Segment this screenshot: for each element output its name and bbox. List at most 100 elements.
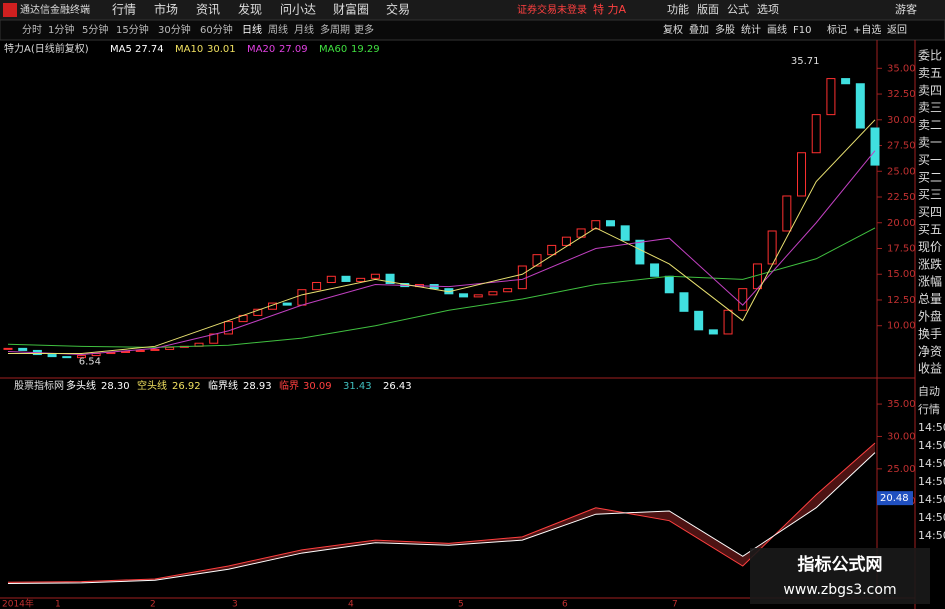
sidebar-label[interactable]: 买二	[918, 170, 942, 184]
y-tick-label: 17.50	[887, 243, 916, 254]
menu-item[interactable]: 功能	[667, 2, 689, 16]
candle	[664, 275, 674, 294]
menu-item[interactable]: 财富圈	[333, 2, 369, 17]
sidebar-label[interactable]: 涨幅	[918, 274, 942, 289]
y-tick-label: 30.00	[887, 431, 916, 442]
ma-value: 19.29	[351, 44, 380, 55]
period-tab[interactable]: 60分钟	[200, 23, 233, 36]
ma-value: 27.74	[135, 44, 164, 55]
candle	[679, 292, 689, 312]
tool-button[interactable]: 画线	[767, 23, 787, 36]
short-line	[7, 452, 876, 585]
tool-button[interactable]: 叠加	[689, 24, 709, 36]
tool-button[interactable]: 标记	[827, 24, 847, 36]
candle	[326, 275, 336, 283]
period-tab[interactable]: 日线	[242, 23, 262, 36]
candle	[723, 309, 733, 335]
sidebar-label[interactable]: 卖一	[918, 136, 942, 150]
period-tab[interactable]: 5分钟	[82, 23, 108, 36]
candle	[223, 321, 233, 335]
sidebar-label[interactable]: 卖四	[918, 83, 942, 97]
tool-button[interactable]: +自选	[853, 23, 881, 36]
indicator-name: 空头线	[137, 379, 167, 392]
sidebar-label[interactable]: 买一	[918, 153, 942, 167]
sidebar-label[interactable]: 换手	[918, 327, 942, 341]
candle	[76, 355, 86, 359]
candle	[532, 254, 542, 267]
y-tick-label: 20.00	[887, 218, 916, 229]
y-tick-label: 35.00	[887, 63, 916, 74]
candle	[782, 195, 792, 232]
menu-item[interactable]: 资讯	[196, 3, 220, 17]
candle	[47, 354, 57, 358]
logo-icon	[3, 3, 17, 17]
sidebar-label[interactable]: 外盘	[918, 309, 942, 324]
sidebar-label[interactable]: 买五	[918, 223, 942, 237]
menu-item[interactable]: 公式	[727, 3, 749, 16]
sidebar-label[interactable]: 总量	[918, 292, 942, 306]
candle	[3, 347, 13, 350]
sidebar-label[interactable]: 买三	[918, 188, 942, 202]
title-bar	[0, 0, 945, 20]
candle	[620, 225, 630, 241]
menu-item[interactable]: 选项	[757, 3, 779, 16]
sidebar-label[interactable]: 净资	[918, 344, 942, 358]
menu-item[interactable]: 问小达	[280, 3, 316, 17]
y-tick-label: 32.50	[887, 89, 916, 100]
sidebar-lower-label: 14:50	[918, 457, 945, 470]
date-label: 2	[150, 600, 156, 609]
sidebar-label[interactable]: 卖三	[918, 101, 942, 115]
sidebar-label[interactable]: 涨跌	[918, 256, 942, 271]
tool-button[interactable]: 统计	[741, 23, 761, 36]
period-tab[interactable]: 更多	[354, 23, 374, 36]
indicator-value: 26.43	[383, 381, 412, 392]
sidebar-lower-label: 14:50	[918, 511, 945, 524]
period-tab[interactable]: 1分钟	[48, 23, 74, 36]
ma-line	[7, 227, 876, 348]
candle	[341, 275, 351, 282]
sidebar-lower-label: 14:50	[918, 529, 945, 542]
menu-item[interactable]: 版面	[697, 2, 719, 16]
tool-button[interactable]: 返回	[887, 24, 907, 36]
candle	[605, 220, 615, 227]
candle	[708, 329, 718, 335]
candle	[135, 349, 145, 352]
sidebar-lower-label: 14:50	[918, 475, 945, 488]
candle	[561, 236, 571, 246]
period-tab[interactable]: 分时	[22, 24, 42, 36]
menu-item[interactable]: 游客	[895, 2, 917, 16]
sidebar-lower-label: 行情	[918, 403, 940, 416]
candle	[547, 244, 557, 256]
ma-name: MA5	[110, 44, 132, 55]
indicator-value: 26.92	[172, 381, 201, 392]
menu-item[interactable]: 行情	[112, 3, 136, 17]
tool-button[interactable]: 多股	[715, 23, 735, 36]
candle	[385, 273, 395, 285]
candle	[635, 239, 645, 265]
candle	[503, 288, 513, 293]
menu-item[interactable]: 市场	[154, 2, 178, 17]
current-value: 20.48	[880, 493, 909, 504]
tool-button[interactable]: F10	[793, 25, 811, 36]
period-tab[interactable]: 多周期	[320, 23, 350, 36]
tool-button[interactable]: 复权	[663, 23, 683, 36]
period-tab[interactable]: 周线	[268, 23, 288, 36]
period-tab[interactable]: 月线	[294, 23, 314, 36]
menu-item[interactable]: 发现	[238, 2, 262, 17]
sidebar-label[interactable]: 卖五	[918, 66, 942, 80]
indicator-name: 临界	[279, 379, 299, 392]
sidebar-label[interactable]: 卖二	[918, 118, 942, 132]
y-tick-label: 25.00	[887, 464, 916, 475]
period-tab[interactable]: 30分钟	[158, 23, 191, 36]
sidebar-label[interactable]: 委比	[918, 49, 942, 63]
sidebar-label[interactable]: 买四	[918, 205, 942, 219]
sidebar-lower-label: 14:50	[918, 439, 945, 452]
sidebar-label[interactable]: 现价	[918, 240, 942, 254]
date-label: 2014年	[2, 598, 34, 609]
candle	[253, 308, 263, 316]
sidebar-label[interactable]: 收益	[918, 362, 942, 376]
menu-item[interactable]: 交易	[386, 2, 410, 17]
period-tab[interactable]: 15分钟	[116, 23, 149, 36]
